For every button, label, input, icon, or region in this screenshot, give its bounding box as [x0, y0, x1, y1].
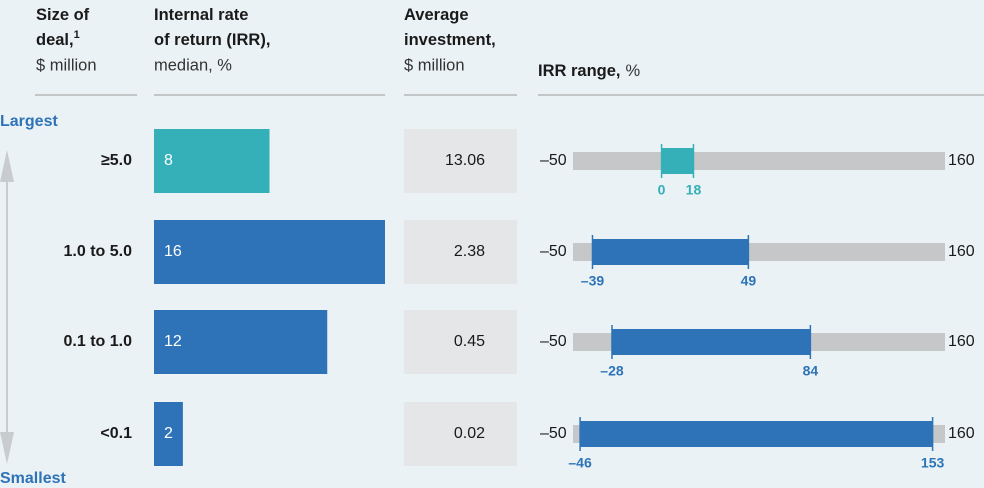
header-unit: %	[626, 62, 641, 80]
avg-box	[404, 220, 517, 284]
avg-box	[404, 402, 517, 466]
avg-value: 2.38	[454, 243, 485, 260]
arrow-head-down	[0, 432, 14, 464]
category-label: <0.1	[100, 425, 132, 442]
header-text: investment,	[404, 31, 496, 49]
range-max-label: 84	[803, 363, 819, 379]
header-line: Size of	[36, 6, 90, 24]
irr-value: 12	[164, 333, 182, 350]
header-text: deal,	[36, 31, 74, 49]
range-tick-label: –50	[540, 243, 567, 260]
range-max-label: 153	[921, 455, 945, 471]
header-text: Average	[404, 6, 469, 24]
range-bar	[611, 329, 811, 355]
header-line: Average	[404, 6, 469, 24]
header-line: of return (IRR),	[154, 31, 270, 49]
header: IRR range,%	[538, 62, 641, 80]
range-min-label: –28	[600, 363, 624, 379]
header-unit: $ million	[36, 56, 97, 74]
irr-bar	[154, 220, 385, 284]
header-unit: median, %	[154, 56, 232, 74]
range-bar	[661, 148, 694, 174]
irr-bar	[154, 310, 328, 374]
range-tick-label: –50	[540, 333, 567, 350]
arrow-head-up	[0, 150, 14, 182]
irr-value: 8	[164, 152, 173, 169]
range-min-label: 0	[658, 182, 666, 198]
range-tick-label: 160	[948, 152, 975, 169]
header-note: 1	[74, 29, 80, 41]
range-tick-label: –50	[540, 152, 567, 169]
header-line: deal,1	[36, 29, 80, 49]
top-label: Largest	[0, 113, 58, 130]
header-unit: $ million	[404, 56, 465, 74]
range-tick-label: 160	[948, 243, 975, 260]
header-line: investment,	[404, 31, 496, 49]
range-tick-label: –50	[540, 425, 567, 442]
header-text: Size of	[36, 6, 90, 24]
avg-box	[404, 310, 517, 374]
avg-box	[404, 129, 517, 193]
avg-value: 0.02	[454, 425, 485, 442]
header-line: Internal rate	[154, 6, 248, 24]
avg-value: 0.45	[454, 333, 485, 350]
range-tick-label: 160	[948, 333, 975, 350]
category-label: 1.0 to 5.0	[64, 243, 133, 260]
irr-value: 16	[164, 243, 182, 260]
range-max-label: 49	[741, 273, 757, 289]
range-bar	[592, 239, 749, 265]
range-min-label: –39	[581, 273, 605, 289]
range-track	[573, 152, 945, 170]
irr-bar	[154, 129, 270, 193]
category-label: ≥5.0	[101, 152, 132, 169]
irr-bar	[154, 402, 183, 466]
range-bar	[580, 421, 933, 447]
header-text: of return (IRR),	[154, 31, 270, 49]
range-max-label: 18	[686, 182, 702, 198]
header-text: Internal rate	[154, 6, 248, 24]
range-tick-label: 160	[948, 425, 975, 442]
range-min-label: –46	[568, 455, 592, 471]
bottom-label: Smallest	[0, 470, 66, 487]
irr-value: 2	[164, 425, 173, 442]
avg-value: 13.06	[445, 152, 485, 169]
header-title: IRR range,	[538, 62, 621, 80]
category-label: 0.1 to 1.0	[64, 333, 133, 350]
